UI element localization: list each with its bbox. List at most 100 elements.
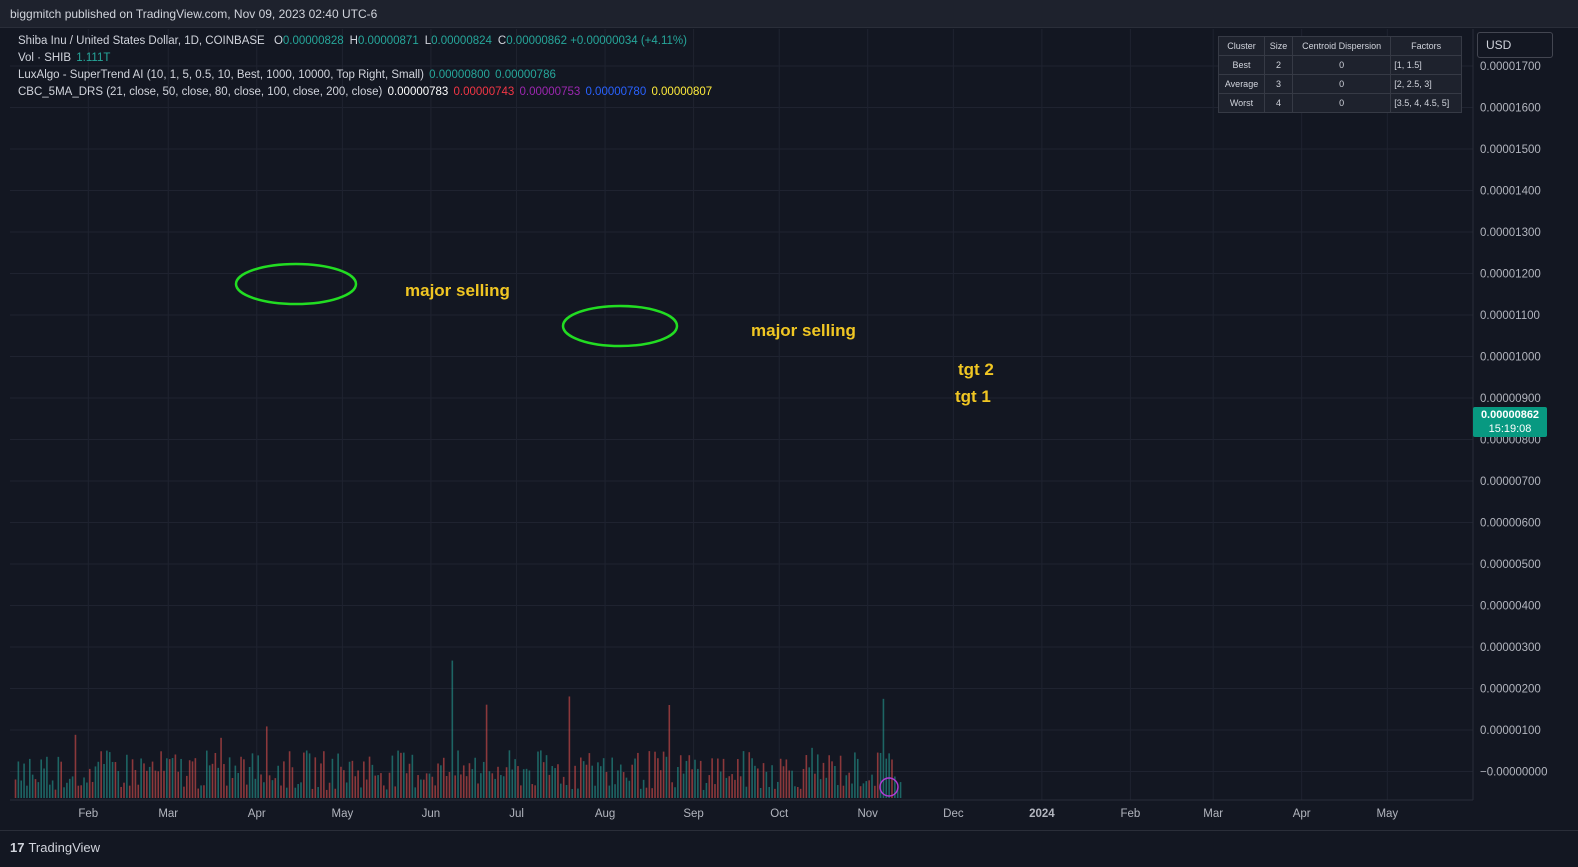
volume-bar [263, 782, 265, 798]
ohlc-c: C0.00000862 [498, 35, 567, 47]
volume-bar [834, 766, 836, 798]
volume-bar [140, 758, 142, 798]
volume-bar [822, 762, 825, 798]
volume-bar [879, 752, 882, 798]
volume-bar [714, 784, 716, 798]
tv-logo-icon: 17 [10, 840, 25, 855]
legend-supertrend-row: LuxAlgo - SuperTrend AI (10, 1, 5, 0.5, … [18, 67, 712, 84]
currency-selector[interactable]: USD [1477, 32, 1553, 58]
last-price-tag: 0.00000862 15:19:08 [1473, 407, 1547, 437]
volume-bar [568, 696, 571, 798]
ma-value-3: 0.00000753 [519, 86, 581, 98]
price-chart[interactable]: 2.618 (0.00001741)1.618 (0.00001334)1 (0… [0, 0, 1578, 830]
volume-bar [662, 751, 665, 798]
x-tick-label: Jul [509, 808, 524, 820]
volume-bar [862, 783, 865, 798]
header-size: Size [1264, 36, 1294, 56]
volume-bar [577, 788, 579, 798]
legend-symbol-row: Shiba Inu / United States Dollar, 1D, CO… [18, 33, 712, 50]
volume-bar [651, 788, 653, 798]
ohlc-value: 0.00000824 [431, 35, 492, 47]
volume-bar [828, 755, 830, 798]
volume-bar [211, 763, 214, 798]
volume-bar [876, 752, 879, 798]
volume-bar [320, 763, 322, 798]
y-tick-label: 0.00000100 [1480, 725, 1541, 737]
cell: [1, 1.5] [1390, 55, 1462, 75]
volume-bar [408, 763, 411, 798]
volume-bar [217, 767, 220, 798]
volume-bar [688, 755, 691, 798]
volume-bar [505, 767, 508, 798]
annotation-major-selling-1: major selling [405, 281, 510, 300]
volume-bar [494, 778, 496, 798]
volume-bar [488, 771, 491, 798]
volume-bar [668, 704, 671, 798]
x-tick-label: Dec [943, 808, 964, 820]
volume-bar [754, 765, 756, 798]
volume-bar [60, 761, 62, 798]
volume-bar [168, 759, 171, 798]
volume-value: 1.111T [76, 52, 111, 64]
volume-bar [86, 782, 88, 798]
volume-bar [380, 773, 382, 798]
volume-bar [303, 752, 305, 798]
volume-bar [40, 759, 43, 798]
volume-bar [340, 766, 342, 798]
volume-bar [191, 761, 194, 798]
lightning-icon [879, 777, 899, 797]
ohlc-key: H [349, 35, 358, 47]
x-tick-label: Feb [78, 808, 98, 820]
legend-ma-row: CBC_5MA_DRS (21, close, 50, close, 80, c… [18, 84, 712, 101]
volume-bar [80, 785, 82, 798]
tradingview-logo[interactable]: 17 TradingView [10, 840, 100, 855]
volume-bar [257, 755, 259, 798]
volume-bar [874, 785, 876, 798]
volume-bar [442, 757, 445, 798]
volume-bar [562, 776, 565, 798]
volume-bar [205, 750, 208, 798]
volume-bar [796, 787, 799, 798]
volume-bar [283, 761, 285, 798]
volume-bar [83, 777, 85, 798]
volume-bar [768, 786, 771, 798]
publisher-text: biggmitch published on TradingView.com, … [10, 7, 378, 21]
volume-bar [220, 737, 222, 798]
volume-bar [816, 754, 819, 798]
volume-bar [280, 785, 282, 798]
cell: Average [1217, 74, 1266, 94]
volume-bar [699, 760, 702, 798]
y-tick-label: 0.00000800 [1480, 435, 1541, 447]
volume-bar [722, 758, 725, 798]
volume-bar [154, 770, 157, 798]
annotation-tgt-1: tgt 1 [955, 387, 991, 406]
volume-bar [188, 760, 191, 798]
x-tick-label: Sep [683, 808, 703, 820]
volume-bar [465, 776, 468, 798]
volume-bar [617, 770, 619, 798]
volume-bar [748, 752, 751, 798]
volume-bar [454, 775, 456, 798]
volume-bar [845, 775, 848, 798]
volume-bar [762, 763, 765, 798]
volume-bar [414, 787, 417, 798]
volume-bar [91, 781, 94, 798]
volume-bar [385, 789, 388, 798]
volume-bar [682, 773, 685, 798]
x-axis[interactable]: Feb Mar Apr May Jun Jul Aug Sep Oct Nov Dec 2024 Feb… [10, 799, 1473, 830]
volume-bar [214, 752, 217, 798]
ohlc-key: L [424, 35, 432, 47]
volume-bar [300, 782, 302, 798]
volume-bar [343, 770, 345, 798]
volume-bar [540, 750, 542, 798]
volume-bar [314, 757, 317, 798]
volume-bar [200, 785, 202, 798]
volume-bar [517, 766, 519, 798]
volume-bar [120, 786, 122, 798]
volume-bar [654, 751, 656, 798]
volume-bar [428, 773, 431, 798]
volume-bar [28, 758, 31, 798]
volume-bar [17, 761, 20, 798]
volume-bar [477, 783, 479, 798]
volume-bar [639, 788, 642, 798]
